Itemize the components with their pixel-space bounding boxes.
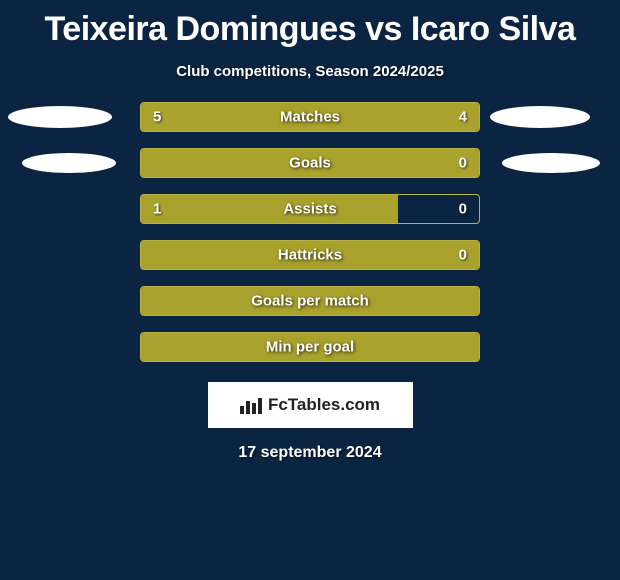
value-right: 0	[459, 155, 467, 172]
bar-track: 0 Goals	[140, 148, 480, 178]
watermark: FcTables.com	[208, 382, 413, 428]
team-badge-right	[490, 106, 590, 128]
stat-row: 0 Goals	[0, 148, 620, 178]
bar-track: 1 0 Assists	[140, 194, 480, 224]
stat-row: 0 Hattricks	[0, 240, 620, 270]
bar-track: 5 4 Matches	[140, 102, 480, 132]
page-title: Teixeira Domingues vs Icaro Silva	[0, 0, 620, 49]
value-right: 0	[459, 201, 467, 218]
date-label: 17 september 2024	[0, 444, 620, 462]
value-right: 4	[459, 109, 467, 126]
stat-label: Hattricks	[278, 247, 342, 264]
bar-track: Min per goal	[140, 332, 480, 362]
stat-row: 5 4 Matches	[0, 102, 620, 132]
comparison-chart: 5 4 Matches 0 Goals 1 0 Assists 0 Hattricks Goals …	[0, 102, 620, 362]
stat-label: Goals	[289, 155, 331, 172]
subtitle: Club competitions, Season 2024/2025	[0, 63, 620, 80]
team-badge-left	[22, 153, 116, 173]
value-left: 5	[153, 109, 161, 126]
watermark-text: FcTables.com	[268, 395, 380, 415]
team-badge-right	[502, 153, 600, 173]
stat-label: Matches	[280, 109, 340, 126]
value-left: 1	[153, 201, 161, 218]
team-badge-left	[8, 106, 112, 128]
bar-right	[329, 103, 479, 131]
stat-row: Min per goal	[0, 332, 620, 362]
value-right: 0	[459, 247, 467, 264]
stat-label: Min per goal	[266, 339, 354, 356]
stat-label: Goals per match	[251, 293, 369, 310]
stat-row: Goals per match	[0, 286, 620, 316]
stat-row: 1 0 Assists	[0, 194, 620, 224]
chart-bars-icon	[240, 396, 262, 414]
stat-label: Assists	[283, 201, 336, 218]
bar-track: 0 Hattricks	[140, 240, 480, 270]
bar-track: Goals per match	[140, 286, 480, 316]
bar-left	[141, 195, 398, 223]
